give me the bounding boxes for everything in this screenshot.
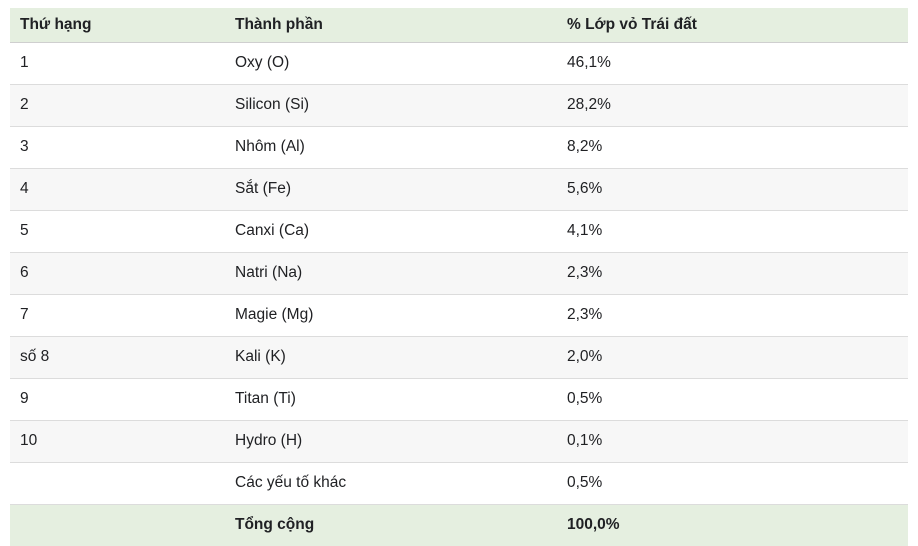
table-row: 4 Sắt (Fe) 5,6% (10, 168, 908, 211)
cell-component: Các yếu tố khác (225, 462, 557, 505)
cell-percent: 2,3% (557, 252, 908, 295)
cell-rank: số 8 (10, 336, 225, 379)
total-row: Tổng cộng 100,0% (10, 504, 908, 546)
cell-rank (10, 462, 225, 505)
cell-rank: 5 (10, 210, 225, 253)
column-header-component: Thành phần (225, 8, 557, 43)
cell-component: Nhôm (Al) (225, 126, 557, 169)
header-row: Thứ hạng Thành phần % Lớp vỏ Trái đất (10, 8, 908, 43)
cell-component: Oxy (O) (225, 42, 557, 85)
table-row: số 8 Kali (K) 2,0% (10, 336, 908, 379)
cell-rank: 7 (10, 294, 225, 337)
cell-rank: 1 (10, 42, 225, 85)
cell-rank: 9 (10, 378, 225, 421)
table-row: 2 Silicon (Si) 28,2% (10, 84, 908, 127)
cell-rank: 6 (10, 252, 225, 295)
cell-percent: 0,5% (557, 462, 908, 505)
table-row: Các yếu tố khác 0,5% (10, 462, 908, 505)
cell-rank: 2 (10, 84, 225, 127)
total-rank-cell (10, 504, 225, 546)
total-label-cell: Tổng cộng (225, 504, 557, 546)
table-row: 7 Magie (Mg) 2,3% (10, 294, 908, 337)
cell-percent: 46,1% (557, 42, 908, 85)
cell-component: Silicon (Si) (225, 84, 557, 127)
cell-component: Canxi (Ca) (225, 210, 557, 253)
cell-component: Magie (Mg) (225, 294, 557, 337)
cell-percent: 28,2% (557, 84, 908, 127)
cell-percent: 8,2% (557, 126, 908, 169)
table-row: 5 Canxi (Ca) 4,1% (10, 210, 908, 253)
table-body: 1 Oxy (O) 46,1% 2 Silicon (Si) 28,2% 3 Nhôm (Al… (10, 42, 908, 505)
table-row: 10 Hydro (H) 0,1% (10, 420, 908, 463)
cell-percent: 0,1% (557, 420, 908, 463)
cell-component: Sắt (Fe) (225, 168, 557, 211)
table-row: 9 Titan (Ti) 0,5% (10, 378, 908, 421)
cell-component: Hydro (H) (225, 420, 557, 463)
cell-component: Titan (Ti) (225, 378, 557, 421)
cell-percent: 4,1% (557, 210, 908, 253)
cell-percent: 0,5% (557, 378, 908, 421)
table-header: Thứ hạng Thành phần % Lớp vỏ Trái đất (10, 8, 908, 43)
table-row: 3 Nhôm (Al) 8,2% (10, 126, 908, 169)
total-percent-cell: 100,0% (557, 504, 908, 546)
table-row: 6 Natri (Na) 2,3% (10, 252, 908, 295)
cell-percent: 2,0% (557, 336, 908, 379)
cell-percent: 5,6% (557, 168, 908, 211)
cell-percent: 2,3% (557, 294, 908, 337)
cell-rank: 10 (10, 420, 225, 463)
column-header-percent: % Lớp vỏ Trái đất (557, 8, 908, 43)
cell-rank: 4 (10, 168, 225, 211)
cell-component: Natri (Na) (225, 252, 557, 295)
column-header-rank: Thứ hạng (10, 8, 225, 43)
table-footer: Tổng cộng 100,0% (10, 504, 908, 546)
table-row: 1 Oxy (O) 46,1% (10, 42, 908, 85)
cell-rank: 3 (10, 126, 225, 169)
cell-component: Kali (K) (225, 336, 557, 379)
